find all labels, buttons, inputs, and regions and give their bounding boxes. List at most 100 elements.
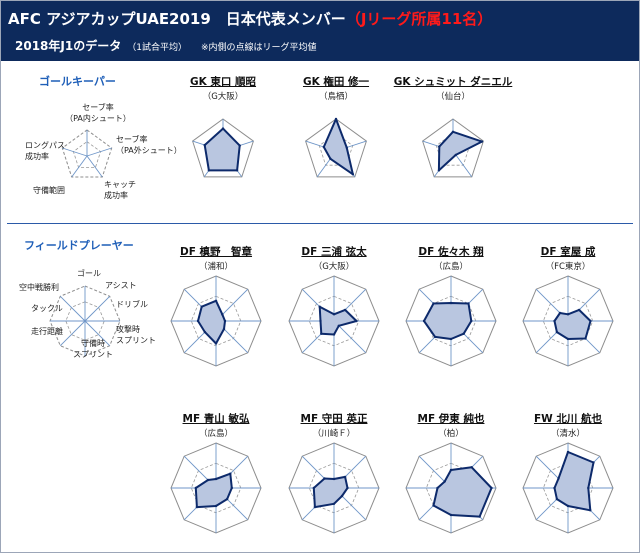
player-5-club: （広島） <box>433 262 469 272</box>
player-9-point-3 <box>478 515 481 518</box>
player-7-point-3 <box>225 497 229 501</box>
player-8-club: （川崎Ｆ） <box>312 429 356 439</box>
player-10-club: （清水） <box>550 429 586 439</box>
gk-key-axis-4 <box>62 147 88 157</box>
gk-key-label-1-line-1: （PA外シュート） <box>116 146 182 155</box>
player-4-point-6 <box>319 319 322 323</box>
player-3-point-0 <box>214 299 218 302</box>
player-3-club: （浦和） <box>198 262 234 272</box>
player-3-point-1 <box>221 313 224 316</box>
player-8-point-6 <box>312 486 315 490</box>
player-5-name: DF 佐々木 翔 <box>418 246 484 258</box>
player-9-point-4 <box>449 513 453 517</box>
gk-key-label-0-line-0: セーブ率 <box>82 103 114 112</box>
player-3-name: DF 槙野 智章 <box>179 246 253 258</box>
player-8-name: MF 守田 英正 <box>300 413 368 425</box>
section-divider <box>7 223 633 224</box>
gk-key-label-2-line-1: 成功率 <box>104 191 128 200</box>
player-10-series <box>553 451 595 512</box>
player-4-point-7 <box>318 305 321 308</box>
player-9-point-6 <box>436 486 439 490</box>
fp-key-axis-5 <box>59 320 86 347</box>
title-highlight: （Jリーグ所属11名） <box>345 10 493 28</box>
gk-key-league-avg <box>72 141 102 169</box>
player-8-point-7 <box>323 477 326 480</box>
player-4-point-4 <box>332 333 336 336</box>
player-6-point-3 <box>584 337 587 340</box>
player-4-point-3 <box>337 324 340 327</box>
player-2-club: （仙台） <box>435 92 471 102</box>
player-4-point-1 <box>343 308 347 312</box>
fp-key-label-2-line-0: ドリブル <box>116 300 148 309</box>
gk-key-label-3-line-0: 守備範囲 <box>33 186 65 195</box>
player-1-point-1 <box>345 146 348 149</box>
player-8-point-1 <box>343 475 347 479</box>
player-9-point-5 <box>432 504 435 507</box>
player-3-point-6 <box>196 319 200 323</box>
player-1-point-2 <box>351 173 355 176</box>
player-10-point-3 <box>589 509 592 512</box>
player-1-name: GK 権田 修一 <box>302 76 370 88</box>
fp-key-axis-1 <box>84 295 111 322</box>
player-5-point-2 <box>470 319 473 323</box>
player-7-point-0 <box>214 477 218 481</box>
player-3-point-3 <box>222 327 226 331</box>
player-8-series <box>312 475 349 509</box>
player-3-point-2 <box>223 319 227 323</box>
fp-key-axis-3 <box>84 320 111 347</box>
player-7-point-5 <box>195 505 199 509</box>
player-5-point-5 <box>433 335 437 339</box>
gk-key-outer-frame <box>61 129 113 178</box>
player-1-point-0 <box>334 117 338 121</box>
player-9-club: （柏） <box>438 429 464 439</box>
fp-key-label-4-line-1: スプリント <box>73 350 113 359</box>
player-8-point-3 <box>340 494 344 498</box>
player-9-series <box>432 466 493 518</box>
fp-key-label-3-line-1: スプリント <box>116 336 156 345</box>
player-1-point-4 <box>322 145 325 149</box>
player-2-point-4 <box>438 145 441 148</box>
player-0-club: （G大阪） <box>202 92 244 102</box>
player-7-series <box>194 472 233 509</box>
player-4-point-2 <box>355 319 358 323</box>
player-9-point-2 <box>490 486 493 490</box>
subtitle: 2018年J1のデータ （1試合平均） ※内側の点線はリーグ平均値 <box>15 37 317 54</box>
player-7-club: （広島） <box>198 429 234 439</box>
player-0-series <box>203 127 241 172</box>
player-1-outer-frame <box>305 118 367 178</box>
player-10-point-1 <box>592 461 595 464</box>
player-2-point-0 <box>451 130 455 133</box>
player-4-point-5 <box>320 332 323 335</box>
player-9-point-7 <box>443 480 446 483</box>
player-0-point-3 <box>207 169 211 172</box>
section-title-gk: ゴールキーパー <box>39 75 116 88</box>
gk-key-axis-3 <box>71 155 88 178</box>
player-6-point-0 <box>566 313 570 316</box>
player-0-point-4 <box>203 143 206 147</box>
player-7-name: MF 青山 敏弘 <box>182 413 250 425</box>
player-0-outer-frame <box>192 118 254 178</box>
subtitle-small: （1試合平均） <box>127 43 187 53</box>
player-3-point-4 <box>214 342 218 345</box>
player-10-point-0 <box>566 450 570 454</box>
page-title: AFC アジアカップUAE2019 日本代表メンバー（Jリーグ所属11名） <box>8 8 492 29</box>
fp-key-label-6-line-0: タックル <box>31 304 63 313</box>
gk-key-label-2-line-0: キャッチ <box>104 180 136 189</box>
player-10-point-2 <box>587 486 590 490</box>
fp-key-axis-7 <box>59 295 86 322</box>
player-7-point-1 <box>229 472 232 475</box>
player-9-point-0 <box>449 468 453 472</box>
player-10-point-6 <box>553 486 556 490</box>
player-10-name: FW 北川 航也 <box>533 413 603 425</box>
player-0-name: GK 東口 順昭 <box>189 76 257 88</box>
player-4-club: （G大阪） <box>313 262 355 272</box>
player-0-point-0 <box>221 127 225 130</box>
player-5-point-1 <box>467 302 470 305</box>
gk-key-label-1-line-0: セーブ率 <box>116 135 148 144</box>
gk-key-label-4-line-1: 成功率 <box>25 152 49 161</box>
player-5-point-0 <box>449 301 453 305</box>
player-6-point-2 <box>589 319 592 323</box>
player-6-point-1 <box>577 308 581 312</box>
player-5-point-3 <box>462 332 465 335</box>
